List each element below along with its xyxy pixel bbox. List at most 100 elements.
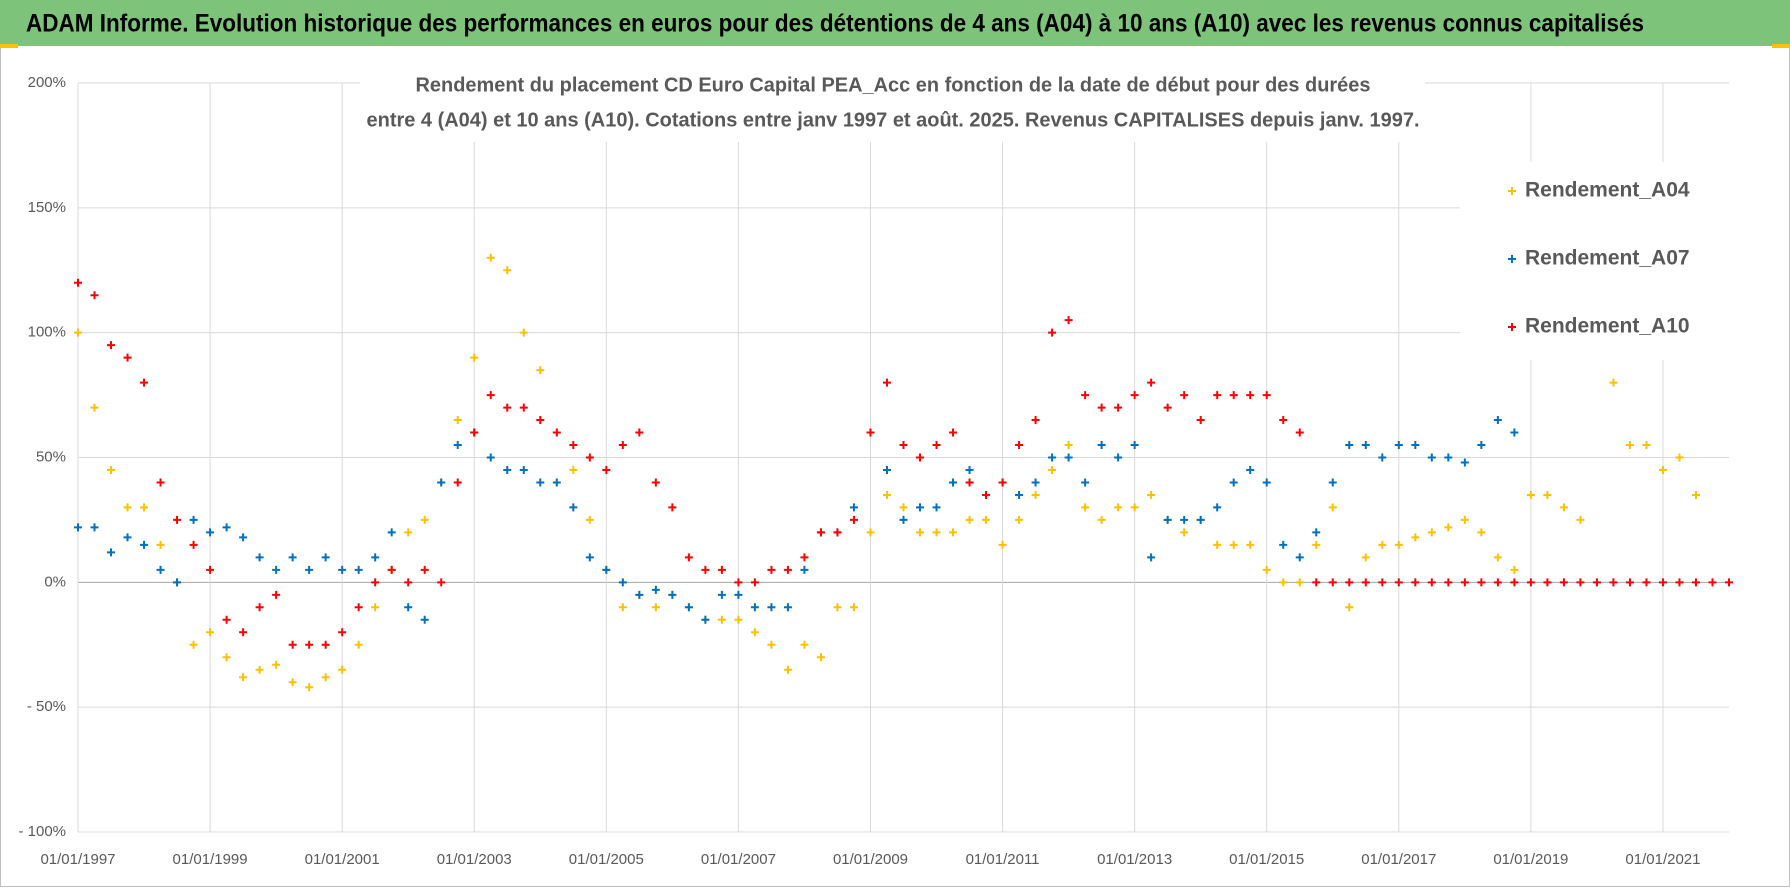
x-tick-label: 01/01/2011: [966, 851, 1040, 868]
legend-marker: [1508, 323, 1516, 331]
data-point: [420, 515, 429, 524]
data-point: [916, 528, 925, 537]
data-point: [1361, 578, 1370, 587]
x-tick-label: 01/01/2003: [437, 851, 512, 868]
data-point: [74, 278, 82, 287]
data-point: [1163, 515, 1172, 524]
data-point: [1493, 553, 1502, 562]
y-tick-label: - 100%: [18, 823, 66, 840]
data-point: [949, 428, 958, 437]
data-point: [1345, 578, 1354, 587]
data-point: [1163, 403, 1172, 412]
data-point: [1147, 490, 1156, 499]
data-point: [255, 603, 264, 612]
data-point: [1543, 578, 1552, 587]
data-point: [965, 515, 974, 524]
data-point: [371, 603, 380, 612]
legend-label: Rendement_A07: [1525, 247, 1690, 270]
data-point: [354, 640, 363, 649]
data-point: [404, 603, 413, 612]
chart-title: Rendement du placement CD Euro Capital P…: [416, 74, 1371, 96]
data-point: [1526, 578, 1535, 587]
data-point: [668, 590, 677, 599]
data-point: [354, 565, 363, 574]
data-point: [849, 603, 858, 612]
data-point: [239, 533, 248, 542]
data-point: [1576, 578, 1585, 587]
data-point: [404, 578, 413, 587]
data-point: [767, 603, 776, 612]
data-point: [1328, 578, 1337, 587]
data-point: [288, 678, 297, 687]
data-point: [338, 665, 347, 674]
data-point: [1675, 578, 1684, 587]
data-point: [1345, 441, 1354, 450]
data-point: [536, 416, 545, 425]
data-point: [321, 640, 330, 649]
chart-title: entre 4 (A04) et 10 ans (A10). Cotations…: [367, 109, 1420, 131]
data-point: [338, 565, 347, 574]
data-point: [206, 528, 215, 537]
legend-backdrop: [1460, 162, 1730, 360]
data-point: [1279, 540, 1288, 549]
data-point: [651, 585, 660, 594]
data-point: [1345, 603, 1354, 612]
data-point: [1279, 578, 1288, 587]
data-point: [1658, 578, 1667, 587]
data-point: [1064, 316, 1073, 325]
data-point: [453, 441, 462, 450]
data-point: [849, 515, 858, 524]
data-point: [569, 465, 578, 474]
data-point: [1180, 391, 1189, 400]
data-point: [1510, 565, 1519, 574]
data-point: [387, 565, 396, 574]
data-point: [800, 640, 809, 649]
data-point: [750, 628, 759, 637]
data-point: [1246, 540, 1255, 549]
data-point: [536, 478, 545, 487]
data-point: [272, 590, 281, 599]
data-point: [1625, 578, 1634, 587]
data-point: [189, 540, 198, 549]
data-point: [272, 565, 281, 574]
data-point: [750, 603, 759, 612]
data-point: [1213, 540, 1222, 549]
data-point: [949, 528, 958, 537]
data-point: [1229, 540, 1238, 549]
data-point: [1114, 453, 1123, 462]
data-point: [585, 453, 594, 462]
data-point: [684, 603, 693, 612]
data-point: [717, 565, 726, 574]
data-point: [816, 653, 825, 662]
data-point: [1526, 490, 1535, 499]
data-point: [288, 553, 297, 562]
data-point: [635, 428, 644, 437]
data-point: [1328, 478, 1337, 487]
data-point: [866, 428, 875, 437]
data-point: [916, 453, 925, 462]
data-point: [1477, 441, 1486, 450]
data-point: [569, 441, 578, 450]
data-point: [453, 416, 462, 425]
legend-label: Rendement_A04: [1525, 179, 1690, 202]
data-point: [1246, 391, 1255, 400]
y-tick-label: 150%: [28, 199, 66, 216]
data-point: [618, 441, 627, 450]
data-point: [1394, 540, 1403, 549]
data-point: [717, 590, 726, 599]
data-point: [1114, 403, 1123, 412]
x-tick-label: 01/01/2017: [1361, 851, 1436, 868]
grid: - 100% - 50% 0% 50% 100% 150% 200% 01/01/1997 01…: [18, 74, 1729, 868]
y-tick-label: 100%: [28, 324, 66, 341]
data-point: [173, 578, 182, 587]
data-point: [1427, 453, 1436, 462]
data-point: [1262, 391, 1271, 400]
data-point: [486, 253, 495, 262]
data-point: [519, 465, 528, 474]
data-point: [734, 615, 743, 624]
data-point: [1031, 478, 1040, 487]
data-point: [618, 578, 627, 587]
data-point: [371, 553, 380, 562]
